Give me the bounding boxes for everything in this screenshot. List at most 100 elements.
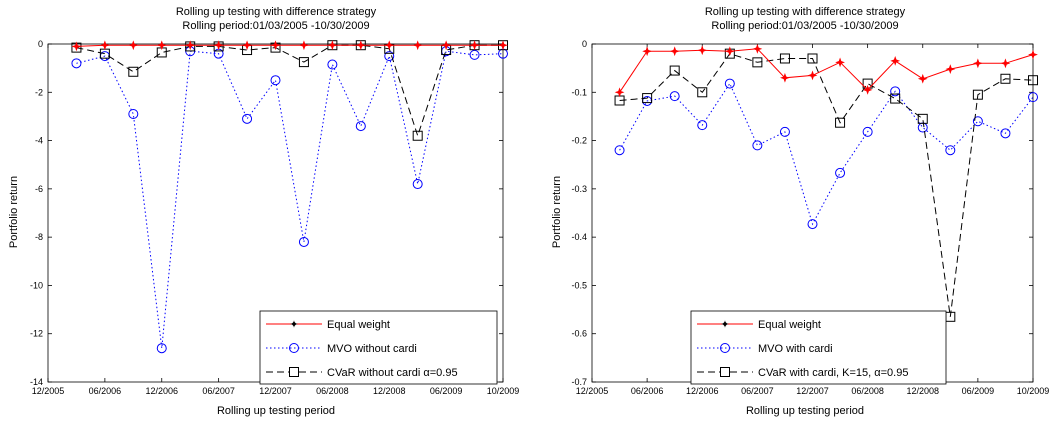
data-point [779,53,790,64]
data-point [1000,128,1011,139]
y-tick-label: 0 [582,39,587,49]
y-axis-label: Portfolio return [8,176,20,248]
data-point [752,57,763,68]
x-tick-label: 06/2008 [851,386,884,396]
legend-label: MVO without cardi [327,343,417,355]
series-line [619,48,1034,93]
data-point [697,120,708,131]
y-tick-label: -0.3 [571,184,587,194]
y-tick-label: -6 [35,184,43,194]
legend-marker [720,343,730,353]
data-point [355,121,366,132]
x-tick-label: 12/2005 [576,386,609,396]
data-point [242,40,252,51]
data-point [327,59,338,70]
legend-entry: CVaR without cardi α=0.95 [266,367,458,379]
data-point [1028,75,1038,86]
x-tick-label: 06/2006 [631,386,664,396]
data-point [669,91,680,102]
data-point [469,40,480,51]
x-tick-label: 12/2005 [32,386,65,396]
data-point [807,53,818,64]
data-point [972,116,983,127]
data-point [412,179,423,190]
chart-legend: ✦ Equal weight MVO without cardi CVaR wi… [259,310,498,385]
y-tick-label: -0.1 [571,87,587,97]
x-tick-label: 12/2007 [796,386,829,396]
data-point [185,40,196,51]
data-point [669,65,680,76]
legend-entry: ✦ Equal weight [697,319,821,331]
x-tick-label: 06/2007 [202,386,235,396]
data-point [412,40,423,51]
data-point [384,51,395,62]
data-point [917,73,928,84]
chart-legend: ✦ Equal weight MVO with cardi CVaR with … [690,310,947,385]
data-point [614,145,625,156]
data-point [498,40,508,51]
y-tick-label: -14 [30,377,43,387]
data-point [642,46,653,57]
y-tick-label: -8 [35,232,43,242]
data-point [807,219,818,230]
data-point [862,126,873,137]
x-tick-label: 12/2008 [906,386,939,396]
y-tick-label: 0 [38,39,43,49]
legend-marker [289,367,299,377]
y-tick-label: -4 [35,136,43,146]
y-tick-label: -0.7 [571,377,587,387]
chart-title: Rolling up testing with difference strat… [705,6,906,18]
series-line [76,44,503,47]
data-point [298,236,309,247]
data-point [835,117,846,128]
data-point [242,113,253,124]
data-point [862,84,873,95]
data-point [807,70,818,81]
x-tick-label: 06/2009 [962,386,995,396]
chart-subtitle: Rolling period:01/03/2005 -10/30/2009 [711,20,898,32]
chart-panel-right: Rolling up testing with difference strat… [551,6,1049,417]
data-point [384,40,395,51]
x-tick-label: 06/2007 [741,386,774,396]
data-point [890,56,901,66]
x-tick-label: 06/2008 [316,386,349,396]
data-point [1028,49,1038,60]
data-point [298,57,309,68]
x-tick-label: 12/2006 [145,386,178,396]
legend-label: MVO with cardi [758,343,833,355]
data-point [780,72,790,83]
data-point [71,58,82,69]
data-point [890,86,901,97]
y-tick-label: -0.4 [571,232,587,242]
data-point [128,40,139,51]
data-point [355,40,366,51]
data-point [697,87,708,98]
y-tick-label: -0.2 [571,136,587,146]
data-point [835,167,846,178]
data-point [972,89,983,100]
data-point [213,40,224,51]
data-point [1000,73,1011,84]
data-point [835,57,845,68]
x-axis-label: Rolling up testing period [217,405,335,417]
x-tick-label: 10/2009 [1017,386,1050,396]
data-point [1028,92,1038,103]
data-point [724,78,735,89]
data-point [697,45,708,56]
data-point [99,40,110,51]
legend-entry: MVO with cardi [697,343,833,355]
y-tick-label: -0.6 [571,329,587,339]
legend-marker: ✦ [289,319,298,331]
data-point [71,41,82,52]
chart-title: Rolling up testing with difference strat… [176,6,377,18]
data-point [412,130,423,141]
data-point [614,87,625,98]
x-tick-label: 12/2007 [259,386,292,396]
series-line [76,50,504,349]
data-point [128,109,139,120]
data-point [156,40,167,51]
data-point [327,40,338,51]
data-point [441,40,452,51]
data-point [752,140,763,151]
